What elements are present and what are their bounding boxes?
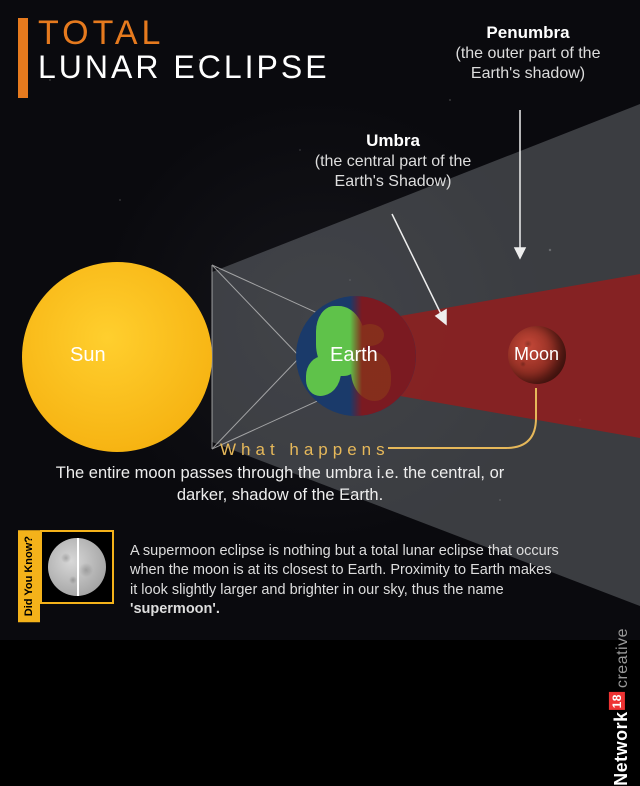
brand-name: Network	[611, 711, 632, 786]
title-line-2: LUNAR ECLIPSE	[38, 49, 330, 86]
sun-body	[22, 262, 212, 452]
brand-sub: creative	[614, 628, 632, 688]
dyk-moon-icon	[40, 530, 114, 604]
penumbra-desc: (the outer part of the Earth's shadow)	[456, 45, 601, 82]
earth-label: Earth	[330, 344, 378, 367]
did-you-know-block: Did You Know?	[18, 530, 114, 622]
dyk-text-pre: A supermoon eclipse is nothing but a tot…	[130, 543, 559, 598]
title-accent-bar	[18, 18, 28, 98]
what-happens-text: The entire moon passes through the umbra…	[50, 462, 510, 507]
dyk-text: A supermoon eclipse is nothing but a tot…	[130, 542, 560, 620]
brand-watermark: Network18 creative	[611, 628, 632, 786]
penumbra-heading: Penumbra	[486, 23, 569, 42]
moon-label: Moon	[514, 344, 559, 365]
penumbra-label: Penumbra (the outer part of the Earth's …	[438, 22, 618, 84]
dyk-tab: Did You Know?	[18, 530, 40, 622]
what-happens-title: What happens	[220, 440, 390, 460]
umbra-label: Umbra (the central part of the Earth's S…	[298, 130, 488, 192]
main-title: TOTAL LUNAR ECLIPSE	[38, 14, 330, 86]
sun-label: Sun	[70, 344, 106, 367]
title-line-1: TOTAL	[38, 14, 330, 53]
umbra-heading: Umbra	[366, 131, 420, 150]
umbra-desc: (the central part of the Earth's Shadow)	[315, 153, 472, 190]
moon-icon	[48, 538, 106, 596]
dyk-text-bold: 'supermoon'.	[130, 601, 220, 617]
brand-box: 18	[609, 692, 625, 710]
